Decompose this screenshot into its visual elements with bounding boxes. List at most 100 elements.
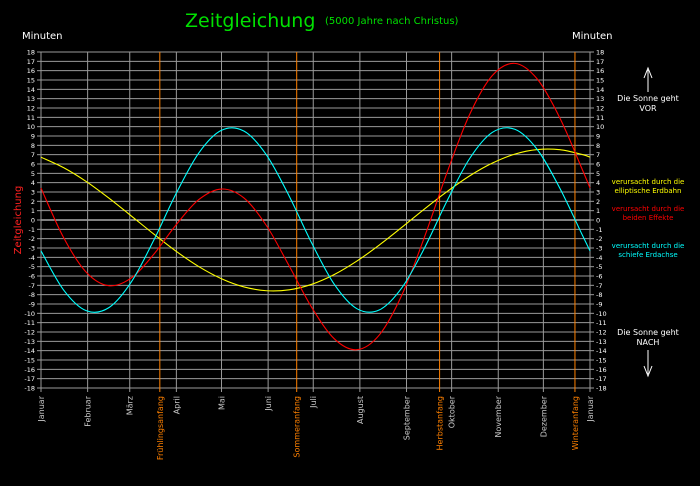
y-tick-label-left: -1 — [29, 226, 35, 234]
y-tick-label-right: 4 — [596, 179, 600, 187]
month-label: Januar — [586, 395, 595, 422]
y-tick-label-right: -17 — [596, 375, 607, 383]
y-tick-label-right: -10 — [596, 310, 607, 318]
y-tick-label-right: 9 — [596, 133, 600, 141]
y-tick-label-right: -1 — [596, 226, 602, 234]
y-tick-label-right: -11 — [596, 319, 607, 327]
y-tick-label-left: 5 — [31, 170, 35, 178]
x-tick-labels: Januar Februar März April Mai Juni Juli August S… — [37, 395, 595, 460]
y-tick-label-left: 4 — [31, 179, 35, 187]
annotation-ahead: Die Sonne geht VOR — [617, 66, 679, 113]
y-tick-label-left: -12 — [24, 329, 35, 337]
month-label: Januar — [37, 395, 46, 422]
y-tick-label-left: 16 — [27, 67, 35, 75]
y-tick-label-left: -16 — [24, 366, 35, 374]
month-label: Februar — [84, 395, 93, 426]
chart-subtitle: (5000 Jahre nach Christus) — [325, 16, 459, 27]
y-tick-label-left: -7 — [29, 282, 35, 290]
y-tick-label-left: -13 — [24, 338, 35, 346]
legend-entry-line2: beiden Effekte — [623, 214, 674, 222]
y-tick-label-left: 9 — [31, 133, 35, 141]
y-tick-label-left: 8 — [31, 142, 35, 150]
series-lines — [40, 62, 591, 351]
y-tick-label-right: -15 — [596, 357, 607, 365]
y-tick-label-right: 6 — [596, 161, 600, 169]
series-elliptic-orbit — [40, 148, 591, 292]
y-tick-label-right: -14 — [596, 347, 607, 355]
month-label: März — [126, 396, 135, 415]
month-label: Juni — [264, 396, 273, 412]
y-tick-label-left: -17 — [24, 375, 35, 383]
legend-entry-line2: elliptische Erdbahn — [615, 187, 682, 195]
annotation-behind-line2: NACH — [637, 338, 660, 347]
y-tick-label-right: 11 — [596, 114, 604, 122]
y-tick-label-left: -15 — [24, 357, 35, 365]
y-tick-label-right: -7 — [596, 282, 602, 290]
y-tick-label-left: -9 — [29, 301, 35, 309]
y-tick-label-left: 11 — [27, 114, 35, 122]
y-tick-label-right: 0 — [596, 217, 600, 225]
y-tick-label-right: 2 — [596, 198, 600, 206]
month-label: April — [172, 396, 181, 414]
arrow-up-icon — [643, 66, 653, 92]
y-tick-label-left: 10 — [27, 123, 35, 131]
annotation-behind-line1: Die Sonne geht — [617, 328, 679, 337]
y-axis-title: Zeitgleichung — [13, 186, 24, 255]
y-tick-label-right: 10 — [596, 123, 604, 131]
y-tick-label-right: -6 — [596, 273, 602, 281]
y-tick-label-left: -10 — [24, 310, 35, 318]
series-combined — [40, 62, 591, 351]
y-tick-label-right: -2 — [596, 235, 602, 243]
series-axial-tilt — [40, 127, 591, 313]
legend-entry-line1: verursacht durch die — [612, 205, 685, 213]
y-tick-label-left: -5 — [29, 263, 35, 271]
y-tick-label-right: 14 — [596, 86, 604, 94]
y-tick-label-right: 16 — [596, 67, 604, 75]
y-tick-label-right: 5 — [596, 170, 600, 178]
month-label: Oktober — [448, 395, 457, 428]
y-tick-label-left: 1 — [31, 207, 35, 215]
y-tick-label-left: 17 — [27, 58, 35, 66]
y-tick-label-right: -5 — [596, 263, 602, 271]
month-label: Mai — [217, 396, 226, 410]
chart-title: Zeitgleichung — [185, 10, 315, 32]
grid — [37, 51, 594, 392]
y-tick-label-right: -3 — [596, 245, 602, 253]
y-tick-label-right: 7 — [596, 151, 600, 159]
month-label: Juli — [309, 396, 318, 409]
y-tick-label-right: 17 — [596, 58, 604, 66]
y-tick-label-right: -18 — [596, 385, 607, 393]
y-tick-label-left: -6 — [29, 273, 35, 281]
y-tick-label-left: 3 — [31, 189, 35, 197]
y-tick-label-left: -2 — [29, 235, 35, 243]
y-tick-label-left: 15 — [27, 77, 35, 85]
legend-entry-line1: verursacht durch die — [612, 242, 685, 250]
y-tick-label-left: -8 — [29, 291, 35, 299]
season-label: Herbstanfang — [436, 396, 445, 450]
y-tick-label-left: 2 — [31, 198, 35, 206]
y-tick-label-left: 6 — [31, 161, 35, 169]
y-tick-label-right: -4 — [596, 254, 602, 262]
y-tick-label-left: 18 — [27, 49, 35, 57]
y-tick-label-left: -14 — [24, 347, 35, 355]
y-tick-label-right: -16 — [596, 366, 607, 374]
annotation-ahead-line2: VOR — [639, 104, 657, 113]
y-tick-label-right: 1 — [596, 207, 600, 215]
y-tick-label-right: 8 — [596, 142, 600, 150]
y-tick-label-left: 12 — [27, 105, 35, 113]
y-tick-label-right: 12 — [596, 105, 604, 113]
y-tick-label-left: 13 — [27, 95, 35, 103]
y-tick-label-right: 13 — [596, 95, 604, 103]
y-tick-label-right: -12 — [596, 329, 607, 337]
y-tick-label-right: -8 — [596, 291, 602, 299]
right-unit-label: Minuten — [572, 31, 613, 42]
month-label: November — [494, 395, 503, 437]
y-tick-label-right: 3 — [596, 189, 600, 197]
season-label: Winteranfang — [571, 396, 580, 450]
y-tick-label-left: -4 — [29, 254, 35, 262]
legend-entry-line2: schiefe Erdachse — [618, 251, 677, 259]
legend: verursacht durch die elliptische Erdbahn v… — [612, 178, 685, 259]
annotation-behind: Die Sonne geht NACH — [617, 328, 679, 378]
